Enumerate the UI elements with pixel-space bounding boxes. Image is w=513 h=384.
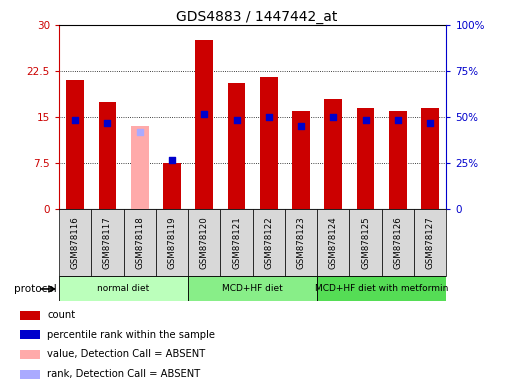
Bar (66, 80, 84, 209)
FancyBboxPatch shape (349, 209, 382, 276)
Text: GSM878119: GSM878119 (167, 217, 176, 269)
FancyBboxPatch shape (188, 276, 317, 301)
Point (426, 120, 435, 126)
Point (394, 117, 402, 123)
FancyBboxPatch shape (59, 276, 188, 301)
FancyBboxPatch shape (156, 209, 188, 276)
FancyBboxPatch shape (382, 209, 414, 276)
Bar (421, 108, 439, 209)
FancyBboxPatch shape (414, 209, 446, 276)
FancyBboxPatch shape (59, 209, 91, 276)
Bar (20, 311, 40, 319)
FancyBboxPatch shape (252, 209, 285, 276)
Text: GDS4883 / 1447442_at: GDS4883 / 1447442_at (176, 10, 337, 23)
Text: GSM878125: GSM878125 (361, 217, 370, 269)
Text: GSM878123: GSM878123 (297, 217, 306, 269)
Text: GSM878118: GSM878118 (135, 217, 144, 269)
Bar (195, 40, 213, 209)
Text: value, Detection Call = ABSENT: value, Detection Call = ABSENT (47, 349, 205, 359)
Bar (228, 83, 245, 209)
Text: GSM878127: GSM878127 (426, 217, 435, 269)
Text: GSM878124: GSM878124 (329, 217, 338, 269)
Bar (98, 102, 116, 209)
Point (71, 117, 79, 123)
Point (297, 123, 305, 129)
Point (232, 117, 241, 123)
FancyBboxPatch shape (285, 209, 317, 276)
Bar (260, 77, 278, 209)
Bar (20, 370, 40, 379)
FancyBboxPatch shape (317, 276, 446, 301)
Point (135, 129, 144, 136)
Bar (131, 126, 149, 209)
Text: rank, Detection Call = ABSENT: rank, Detection Call = ABSENT (47, 369, 201, 379)
Point (168, 157, 176, 163)
Text: GSM878120: GSM878120 (200, 217, 209, 269)
Text: GSM878122: GSM878122 (264, 217, 273, 269)
Text: normal diet: normal diet (97, 285, 150, 293)
Bar (292, 111, 310, 209)
FancyBboxPatch shape (221, 209, 252, 276)
Text: GSM878121: GSM878121 (232, 217, 241, 269)
Bar (389, 111, 407, 209)
Bar (324, 99, 342, 209)
FancyBboxPatch shape (91, 209, 124, 276)
Point (265, 114, 273, 120)
Text: MCD+HF diet: MCD+HF diet (222, 285, 283, 293)
Text: GSM878116: GSM878116 (71, 217, 80, 269)
Bar (163, 163, 181, 209)
Text: percentile rank within the sample: percentile rank within the sample (47, 330, 215, 340)
FancyBboxPatch shape (124, 209, 156, 276)
Point (103, 120, 111, 126)
Text: count: count (47, 310, 75, 320)
Bar (357, 108, 374, 209)
Point (329, 114, 338, 120)
Point (200, 111, 208, 117)
FancyBboxPatch shape (188, 209, 221, 276)
Text: MCD+HF diet with metformin: MCD+HF diet with metformin (315, 285, 448, 293)
Text: GSM878126: GSM878126 (393, 217, 402, 269)
FancyBboxPatch shape (317, 209, 349, 276)
Bar (20, 350, 40, 359)
Bar (20, 330, 40, 339)
Text: protocol: protocol (14, 284, 56, 294)
Text: GSM878117: GSM878117 (103, 217, 112, 269)
Point (362, 117, 370, 123)
